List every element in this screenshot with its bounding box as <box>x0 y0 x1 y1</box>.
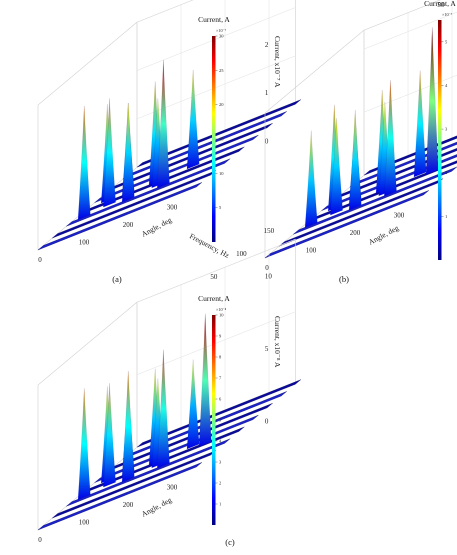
x-tick-label: 0 <box>38 256 42 264</box>
y-tick-label: 100 <box>236 250 247 258</box>
y-tick-label: 150 <box>264 227 275 235</box>
x-tick-label: 200 <box>123 501 134 509</box>
y-tick-label: 50 <box>210 273 218 281</box>
surface-peak <box>414 71 426 177</box>
z-tick-label: 1 <box>265 89 269 97</box>
colorbar-tick-label: 7 <box>219 376 222 381</box>
surface-peak <box>187 360 199 449</box>
panel-caption: (c) <box>225 537 235 547</box>
grid-line <box>364 49 457 112</box>
colorbar-tick-label: 2 <box>445 170 447 175</box>
grid-line <box>137 56 295 119</box>
colorbar-title: Current, A <box>424 0 456 8</box>
panel-caption: (b) <box>339 274 349 284</box>
colorbar-exponent: ×10⁻⁷ <box>442 12 453 17</box>
colorbar-tick-label: 25 <box>219 68 224 73</box>
colorbar-tick-label: 9 <box>219 334 222 339</box>
colorbar-strip <box>212 315 216 525</box>
colorbar-tick-label: 1 <box>445 214 447 219</box>
z-axis-title: Current, x10⁻⁸ A <box>273 316 282 368</box>
colorbar-tick-label: 30 <box>219 34 224 39</box>
colorbar-tick-label: 3 <box>445 127 448 132</box>
chart-panel-0: 0100200300501001500123Angle, degFrequenc… <box>38 0 301 284</box>
colorbar-tick-label: 8 <box>219 355 222 360</box>
colorbar-tick-label: 2 <box>219 481 221 486</box>
colorbar-tick-label: 5 <box>445 39 448 44</box>
colorbar-exponent: ×10⁻⁷ <box>216 28 227 33</box>
y-axis-title: Frequency, Hz <box>188 231 231 260</box>
colorbar-exponent: ×10⁻⁸ <box>216 307 227 312</box>
colorbar: Current, A ×10⁻⁷ 5 10 15 20 25 30 <box>198 15 230 242</box>
surface-peak <box>305 131 317 228</box>
x-tick-label: 300 <box>167 204 178 212</box>
surface-peak <box>78 106 90 220</box>
x-tick-label: 100 <box>79 519 90 527</box>
colorbar-title: Current, A <box>198 294 230 303</box>
x-axis-title: Angle, deg <box>367 223 401 247</box>
colorbar-strip <box>212 36 216 242</box>
grid-line <box>137 312 295 375</box>
x-tick-label: 200 <box>123 221 134 229</box>
colorbar-tick-label: 4 <box>445 83 448 88</box>
y-tick-label: 50 <box>210 0 218 1</box>
x-tick-label: 0 <box>38 536 42 544</box>
z-tick-label: 0 <box>265 137 269 145</box>
z-tick-label: 0 <box>265 417 269 425</box>
colorbar-tick-label: 5 <box>219 205 222 210</box>
surface-peak <box>122 371 134 482</box>
colorbar-tick-label: 1 <box>219 502 221 507</box>
surface-peak <box>187 70 199 169</box>
surface-peak <box>122 103 134 202</box>
z-tick-label: 2 <box>265 41 269 49</box>
x-tick-label: 100 <box>79 239 90 247</box>
x-tick-label: 300 <box>394 212 405 220</box>
surface-peak <box>426 27 438 174</box>
colorbar-title: Current, A <box>198 15 230 24</box>
chart-panel-1: 010020030050100150024Angle, degFrequency… <box>265 0 457 284</box>
surface-peak <box>78 388 90 499</box>
colorbar-tick-label: 10 <box>219 171 224 176</box>
z-axis-title: Current, x10⁻⁷ A <box>273 36 282 88</box>
x-axis-title: Angle, deg <box>140 495 174 519</box>
x-tick-label: 200 <box>350 229 361 237</box>
x-axis-title: Angle, deg <box>140 215 174 239</box>
x-tick-label: 100 <box>306 247 317 255</box>
colorbar-tick-label: 3 <box>219 460 222 465</box>
surface-peak <box>349 110 361 210</box>
colorbar-strip <box>438 20 442 260</box>
colorbar-tick-label: 6 <box>219 397 222 402</box>
surface-peak <box>199 314 211 447</box>
x-tick-label: 300 <box>167 484 178 492</box>
z-tick-label: 5 <box>265 345 269 353</box>
z-tick-label: 10 <box>265 272 273 280</box>
colorbar-tick-label: 20 <box>219 102 224 107</box>
x-tick-label: 0 <box>265 264 269 272</box>
colorbar-tick-label: 10 <box>219 313 224 318</box>
colorbar-tick-label: 15 <box>219 137 224 142</box>
panel-caption: (a) <box>112 274 122 284</box>
